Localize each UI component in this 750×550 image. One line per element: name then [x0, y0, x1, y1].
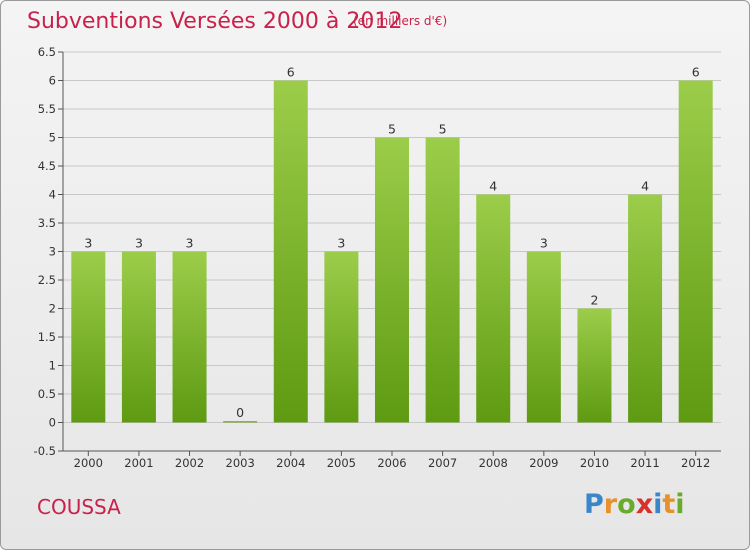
chart-subtitle: (en milliers d'€): [353, 14, 448, 28]
bar-2008: [476, 194, 511, 423]
y-tick-label: 6: [49, 74, 56, 88]
x-tick-label-2010: 2010: [580, 456, 609, 470]
x-tick-label-2006: 2006: [377, 456, 406, 470]
x-tick-label-2007: 2007: [428, 456, 457, 470]
x-tick-label-2011: 2011: [630, 456, 659, 470]
value-label-2011: 4: [641, 179, 649, 194]
x-tick-label-2001: 2001: [124, 456, 153, 470]
bar-2007: [425, 137, 460, 423]
value-label-2009: 3: [540, 236, 548, 251]
logo-letter: i: [675, 489, 685, 520]
x-tick-label-2005: 2005: [327, 456, 356, 470]
value-label-2002: 3: [186, 236, 194, 251]
y-tick-labels: -0.5 0 0.5 1 1.5 2 2.5 3 3.5 4 4.5 5 5.5 6 6.5: [34, 45, 56, 458]
y-tick-label: 2: [49, 302, 56, 316]
x-tick-label-2003: 2003: [226, 456, 255, 470]
bar-2002: [172, 251, 207, 423]
logo-letter: o: [617, 489, 636, 520]
value-label-2001: 3: [135, 236, 143, 251]
bars: [71, 80, 713, 423]
y-tick-label: 4.5: [38, 159, 56, 173]
bar-2012: [678, 80, 713, 423]
logo-letter: i: [653, 489, 663, 520]
value-labels: 3 3 3 0 6 3 5 5 4 3 2 4 6: [84, 65, 699, 421]
y-tick-label: 6.5: [38, 45, 56, 59]
value-label-2003: 0: [236, 405, 244, 420]
bar-2003: [223, 421, 258, 423]
x-tick-labels: 2000 2001 2002 2003 2004 2005 2006 2007 2008 2009…: [74, 456, 711, 470]
logo-letter: P: [584, 489, 604, 520]
value-label-2004: 6: [287, 65, 295, 80]
bar-2006: [375, 137, 409, 423]
bar-2005: [324, 251, 359, 423]
y-tick-label: 5.5: [38, 102, 56, 116]
y-tick-label: 1: [49, 359, 56, 373]
value-label-2006: 5: [388, 122, 396, 137]
y-tick-label: 3: [49, 245, 56, 259]
value-label-2010: 2: [590, 293, 598, 308]
x-tick-label-2002: 2002: [175, 456, 204, 470]
x-tick-label-2004: 2004: [276, 456, 305, 470]
bar-2010: [577, 308, 612, 423]
value-label-2007: 5: [439, 122, 447, 137]
proxiti-logo: Proxiti: [584, 489, 685, 520]
y-tick-label: 4: [49, 188, 56, 202]
logo-letter: t: [662, 489, 676, 520]
bar-2009: [526, 251, 561, 423]
y-tick-label: -0.5: [34, 444, 56, 458]
bar-2001: [121, 251, 156, 423]
value-label-2008: 4: [489, 179, 497, 194]
axes: [58, 51, 721, 456]
logo-letter: x: [635, 489, 654, 520]
bar-2004: [273, 80, 308, 423]
y-tick-label: 1.5: [38, 330, 56, 344]
y-tick-label: 5: [49, 131, 56, 145]
x-tick-label-2009: 2009: [529, 456, 558, 470]
chart-title: Subventions Versées 2000 à 2012: [27, 9, 403, 34]
commune-name: COUSSA: [37, 495, 121, 519]
value-label-2012: 6: [692, 65, 700, 80]
value-label-2000: 3: [84, 236, 92, 251]
y-tick-label: 0.5: [38, 387, 56, 401]
value-label-2005: 3: [337, 236, 345, 251]
y-tick-label: 3.5: [38, 216, 56, 230]
bar-2000: [71, 251, 106, 423]
bar-2011: [628, 194, 663, 423]
x-tick-label-2008: 2008: [479, 456, 508, 470]
x-tick-label-2012: 2012: [681, 456, 710, 470]
x-tick-label-2000: 2000: [74, 456, 103, 470]
y-tick-label: 0: [49, 416, 56, 430]
logo-letter: r: [603, 489, 618, 520]
y-tick-label: 2.5: [38, 273, 56, 287]
